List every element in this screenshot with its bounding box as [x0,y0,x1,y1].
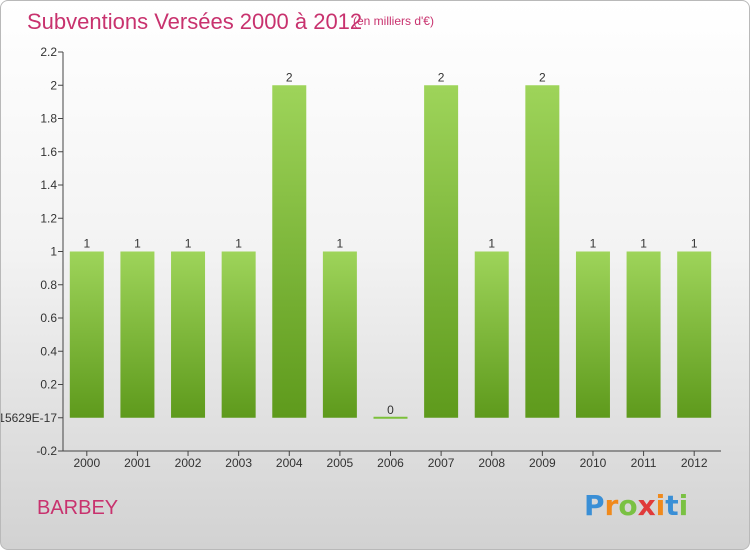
brand-letter: t [665,489,679,522]
brand-letter: r [604,489,619,522]
bar [69,251,104,418]
bar [626,251,661,418]
y-tick-label: 0.4 [40,344,57,358]
chart-title: Subventions Versées 2000 à 2012 [27,9,363,34]
brand-letter: i [678,489,689,522]
x-tick-label: 2008 [478,456,505,470]
y-tick-label: 1 [50,245,57,259]
value-label: 0 [387,403,394,417]
y-tick-label: 1.8 [40,112,57,126]
y-tick-label: 2.2 [40,45,57,59]
value-label: 1 [235,237,242,251]
bar [525,85,560,418]
value-label: 1 [590,237,597,251]
x-tick-label: 2001 [124,456,151,470]
x-tick-label: 2012 [681,456,708,470]
x-tick-label: 2003 [225,456,252,470]
brand-letter: x [637,489,656,522]
x-tick-label: 2011 [631,456,657,470]
bar [474,251,509,418]
place-name: BARBEY [37,497,119,519]
y-tick-label: 0.2 [40,378,57,392]
brand-letter: o [618,489,638,522]
brand-letter: i [655,489,666,522]
y-tick-label: -0.2 [36,444,57,458]
bar [120,251,155,418]
bars [69,85,712,419]
brand-letter: P [584,489,605,522]
y-tick-label: 2 [50,78,57,92]
value-label: 1 [185,237,192,251]
x-tick-label: 2005 [327,456,354,470]
y-tick-label: 1.2 [40,211,57,225]
y-tick-label: 1.6 [40,145,57,159]
y-tick-label: -2.15629E-17 [1,411,57,425]
brand-logo: Proxiti [584,489,688,522]
x-tick-label: 2009 [529,456,556,470]
x-tick-label: 2002 [175,456,202,470]
bar [575,251,610,418]
axes [58,51,721,456]
value-label: 1 [337,237,344,251]
bar [272,85,307,418]
value-label: 2 [539,70,546,84]
value-label: 1 [83,237,90,251]
value-label: 1 [640,237,647,251]
value-label: 1 [134,237,141,251]
value-label: 2 [286,70,293,84]
x-tick-label: 2007 [428,456,455,470]
y-tick-label: 1.4 [40,178,57,192]
bar [171,251,206,418]
x-tick-label: 2004 [276,456,303,470]
labels: 2.2 2 1.8 1.6 1.4 1.2 1 0.8 0.6 0.4 0.2 -2.15629E-1… [1,45,708,470]
value-label: 1 [488,237,495,251]
x-tick-label: 2010 [580,456,607,470]
chart-subtitle: (en milliers d'€) [353,14,434,28]
x-tick-label: 2000 [73,456,100,470]
bar [322,251,357,418]
bar [221,251,256,418]
value-label: 2 [438,70,445,84]
value-label: 1 [691,237,698,251]
x-tick-label: 2006 [377,456,404,470]
bar [677,251,712,418]
y-tick-label: 0.6 [40,311,57,325]
y-tick-label: 0.8 [40,278,57,292]
bar [424,85,459,418]
